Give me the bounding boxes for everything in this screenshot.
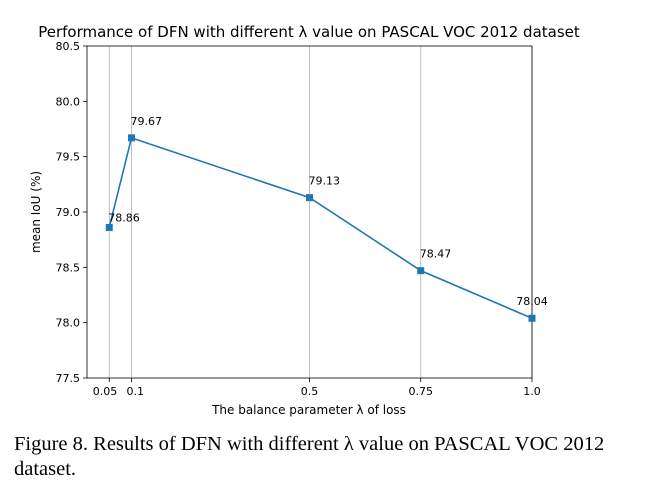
y-tick-label-1: 78.0 xyxy=(56,317,81,330)
data-label-4: 78.04 xyxy=(516,295,548,308)
y-tick-label-3: 79.0 xyxy=(56,206,81,219)
x-axis-label: The balance parameter λ of loss xyxy=(211,403,406,417)
data-label-1: 79.67 xyxy=(131,115,163,128)
data-label-0: 78.86 xyxy=(108,211,140,224)
figure-caption: Figure 8. Results of DFN with different … xyxy=(14,433,605,480)
x-tick-label-3: 0.75 xyxy=(409,385,434,398)
tick-labels: 0.05 0.1 0.5 0.75 1.0 77.5 78.0 78.5 79.0 79.5 80.… xyxy=(56,40,541,398)
series-layer xyxy=(105,134,536,322)
data-point-3 xyxy=(417,267,425,275)
y-axis-label: mean IoU (%) xyxy=(29,171,43,253)
chart-title: Performance of DFN with different λ valu… xyxy=(38,23,580,41)
y-tick-label-5: 80.0 xyxy=(56,95,81,108)
data-point-4 xyxy=(528,314,536,322)
x-tick-label-4: 1.0 xyxy=(523,385,541,398)
series-line-0 xyxy=(108,136,533,319)
data-point-1 xyxy=(128,134,135,142)
y-tick-label-4: 79.5 xyxy=(56,151,81,164)
x-tick-label-1: 0.1 xyxy=(127,385,145,398)
data-label-2: 79.13 xyxy=(309,175,341,188)
data-label-3: 78.47 xyxy=(420,248,452,261)
axes xyxy=(83,45,533,382)
x-tick-label-2: 0.5 xyxy=(301,385,319,398)
line-chart: Performance of DFN with different λ valu… xyxy=(29,23,580,417)
y-tick-label-0: 77.5 xyxy=(56,372,81,385)
data-point-2 xyxy=(306,194,313,202)
grid-lines xyxy=(108,46,533,378)
x-tick-label-0: 0.05 xyxy=(93,385,118,398)
y-tick-label-6: 80.5 xyxy=(56,40,81,53)
data-labels: 78.86 79.67 79.13 78.47 78.04 xyxy=(108,115,548,308)
data-point-0 xyxy=(105,223,113,231)
y-tick-label-2: 78.5 xyxy=(56,261,81,274)
